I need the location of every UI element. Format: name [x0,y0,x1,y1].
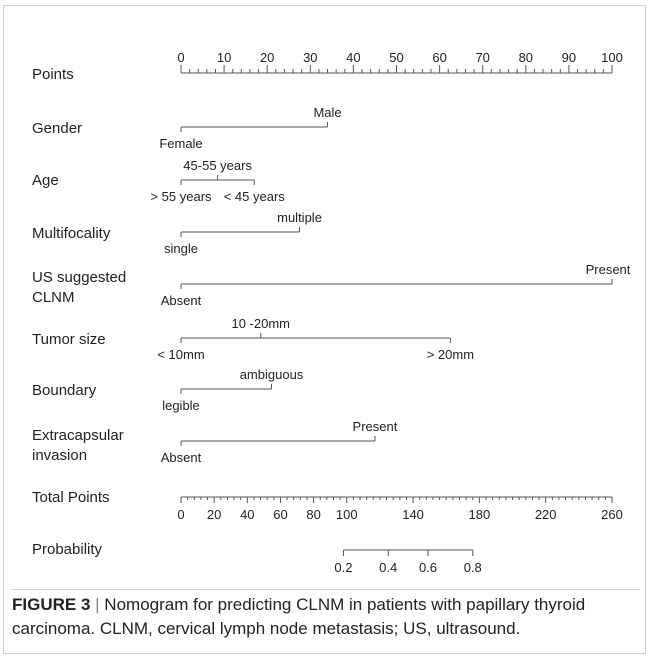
points-tick-label: 80 [519,50,533,65]
boundary-level-label: legible [162,398,200,413]
nomogram-chart: Points 0 10 20 30 40 50 60 70 80 90 100 Gender Female… [32,50,631,575]
points-tick-label: 70 [475,50,489,65]
total-points-tick-label: 180 [469,507,491,522]
points-tick-label: 90 [562,50,576,65]
boundary-row-label: Boundary [32,382,97,399]
total-points-tick-label: 140 [402,507,424,522]
points-tick-label: 10 [217,50,231,65]
caption-text: Nomogram for predicting CLNM in patients… [12,595,586,638]
age-level-label: > 55 years [150,189,212,204]
total-points-tick-label: 0 [177,507,184,522]
extracapsular-invasion-level-label: Present [353,419,398,434]
probability-tick-label: 0.2 [334,560,352,575]
tumor-size-level-label: < 10mm [157,347,204,362]
figure-label: FIGURE 3 [12,595,91,614]
gender-level-label: Male [313,105,341,120]
extracapsular-invasion-row-label: invasion [32,447,87,464]
points-tick-label: 50 [389,50,403,65]
us-suggested-clnm-level-label: Absent [161,293,202,308]
total-points-tick-label: 260 [601,507,623,522]
points-row-label: Points [32,66,74,83]
points-tick-label: 60 [432,50,446,65]
total-points-tick-label: 60 [273,507,287,522]
points-tick-label: 0 [177,50,184,65]
us-suggested-clnm-row-label: CLNM [32,289,75,306]
age-level-label: < 45 years [224,189,286,204]
age-row-label: Age [32,172,59,189]
extracapsular-invasion-level-label: Absent [161,450,202,465]
probability-tick-label: 0.4 [379,560,397,575]
total-points-tick-label: 100 [336,507,358,522]
total-points-tick-label: 40 [240,507,254,522]
total-points-tick-label: 80 [306,507,320,522]
gender-level-label: Female [159,136,202,151]
age-level-label: 45-55 years [183,158,252,173]
us-suggested-clnm-row-label: US suggested [32,269,126,286]
total-points-tick-label: 220 [535,507,557,522]
total-points-row-label: Total Points [32,489,110,506]
multifocality-level-label: multiple [277,210,322,225]
points-tick-label: 100 [601,50,623,65]
figure-frame [3,5,646,654]
caption-divider [12,589,640,590]
tumor-size-row-label: Tumor size [32,331,106,348]
total-points-tick-label: 20 [207,507,221,522]
points-tick-label: 20 [260,50,274,65]
us-suggested-clnm-level-label: Present [586,262,631,277]
probability-row-label: Probability [32,541,103,558]
gender-row-label: Gender [32,120,82,137]
extracapsular-invasion-row-label: Extracapsular [32,427,124,444]
multifocality-level-label: single [164,241,198,256]
multifocality-row-label: Multifocality [32,225,111,242]
tumor-size-level-label: > 20mm [427,347,474,362]
caption-separator: | [95,595,100,614]
points-tick-label: 30 [303,50,317,65]
tumor-size-level-label: 10 -20mm [231,316,290,331]
points-tick-label: 40 [346,50,360,65]
figure-caption: FIGURE 3 | Nomogram for predicting CLNM … [12,593,640,641]
probability-tick-label: 0.8 [464,560,482,575]
boundary-level-label: ambiguous [240,367,304,382]
probability-tick-label: 0.6 [419,560,437,575]
